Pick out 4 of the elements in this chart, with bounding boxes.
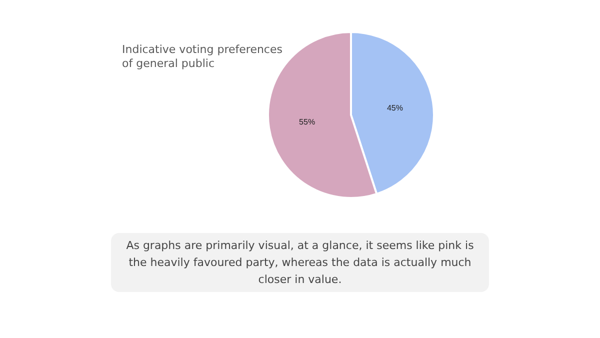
data-label: 45% [386,104,403,113]
data-label: 55% [299,117,316,126]
text: As graphs are primarily visual, at a glance, it seems like pink is the heavily favoured party, whereas the data is actually much closer in value. [111,233,489,292]
text: Indicative voting preferences of general public [122,43,284,71]
